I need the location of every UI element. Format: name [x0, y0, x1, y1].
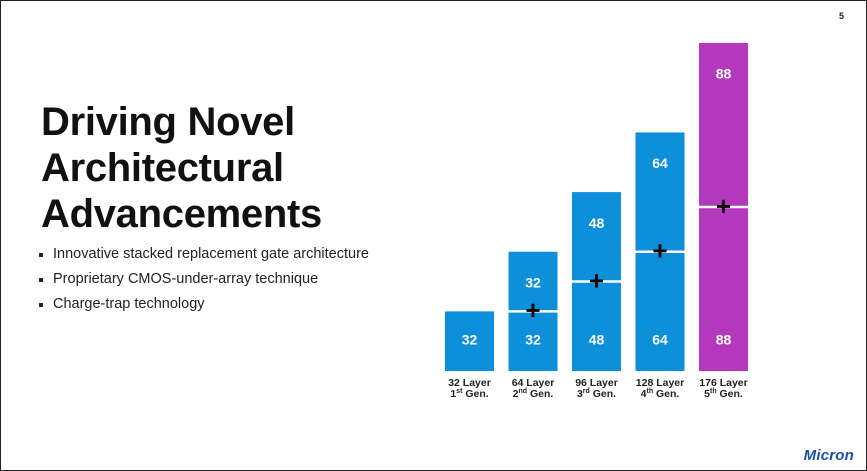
category-label: 4th Gen.: [641, 388, 680, 400]
category-label: 128 Layer: [636, 377, 684, 389]
title-line: Architectural: [41, 146, 284, 190]
category-label: 1st Gen.: [450, 388, 488, 400]
bar-value-label: 48: [589, 215, 605, 231]
category-label: 2nd Gen.: [513, 388, 554, 400]
category-label: 32 Layer: [448, 377, 491, 389]
title-line: Driving Novel: [41, 100, 295, 144]
bullet-item: Innovative stacked replacement gate arch…: [39, 245, 399, 264]
bullet-item: Charge-trap technology: [39, 295, 399, 314]
plus-sign: +: [716, 191, 731, 221]
bar-value-label: 64: [652, 332, 668, 348]
micron-logo: Micron: [803, 447, 854, 464]
bullet-item: Proprietary CMOS-under-array technique: [39, 270, 399, 289]
category-label: 176 Layer: [699, 377, 747, 389]
plus-sign: +: [525, 295, 540, 325]
page-number: 5: [838, 11, 844, 21]
slide-title: Driving Novel Architectural Advancements: [41, 99, 401, 237]
bar-value-label: 32: [525, 274, 541, 290]
bar-value-label: 32: [462, 332, 478, 348]
category-label: 96 Layer: [575, 377, 618, 389]
bar-value-label: 48: [589, 332, 605, 348]
bar-value-label: 64: [652, 155, 668, 171]
bar-value-label: 88: [716, 332, 732, 348]
plus-sign: +: [652, 236, 667, 266]
category-label: 64 Layer: [512, 377, 555, 389]
plus-sign: +: [589, 265, 604, 295]
category-label: 5th Gen.: [704, 388, 743, 400]
bar-value-label: 32: [525, 332, 541, 348]
title-line: Advancements: [41, 192, 322, 236]
bullet-list: Innovative stacked replacement gate arch…: [39, 245, 399, 320]
category-label: 3rd Gen.: [577, 388, 616, 400]
bar: [445, 311, 494, 371]
bar-value-label: 88: [716, 66, 732, 82]
